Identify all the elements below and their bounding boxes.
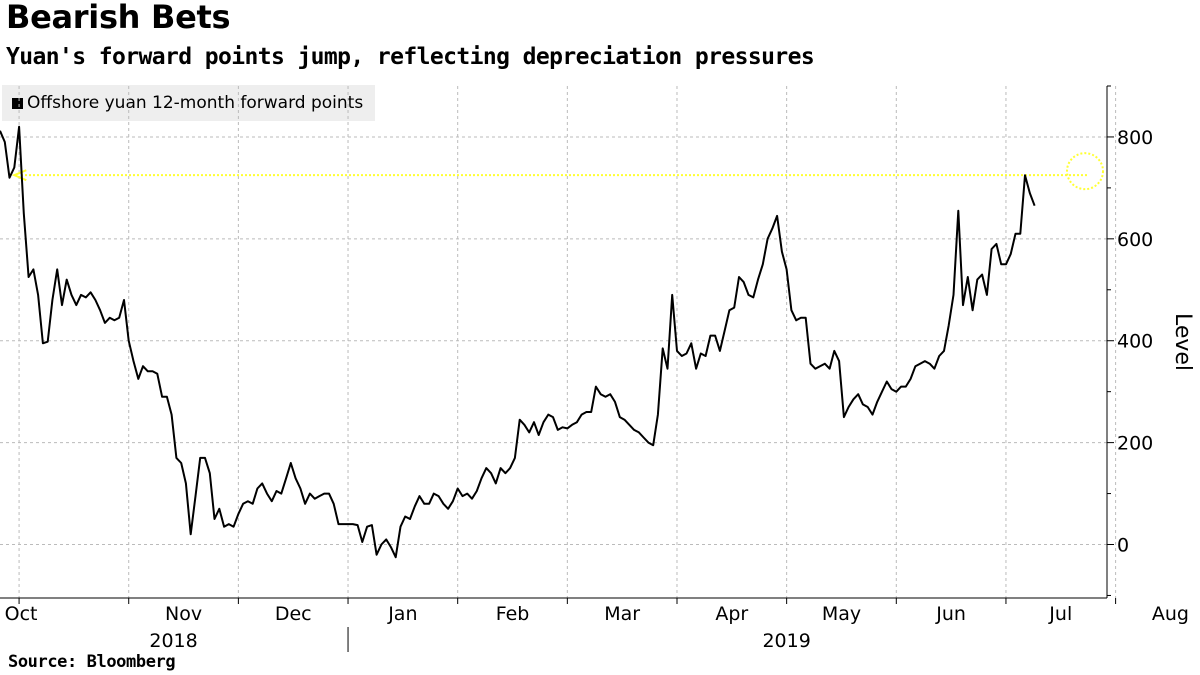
source-note: Source: Bloomberg xyxy=(8,652,176,672)
x-tick-label: Dec xyxy=(275,603,312,625)
annotation-circle xyxy=(1066,152,1104,191)
year-label: 2019 xyxy=(762,630,810,652)
x-tick-label: Aug xyxy=(1152,603,1189,625)
year-label: 2018 xyxy=(149,630,197,652)
series-layer xyxy=(0,125,1036,559)
legend-swatch xyxy=(12,97,23,109)
y-tick-label: 0 xyxy=(1117,535,1129,557)
axis-layer: 0 200 400 600 800 Oct Nov Dec Jan Feb Mar Apr May Jun… xyxy=(0,85,1195,652)
annotation-layer xyxy=(11,152,1104,191)
x-tick-label: Apr xyxy=(715,603,748,625)
y-tick-label: 400 xyxy=(1117,331,1153,353)
y-tick-label: 600 xyxy=(1117,229,1153,251)
x-tick-label: May xyxy=(822,603,861,625)
x-tick-label: Mar xyxy=(604,603,640,625)
chart-title: Bearish Bets xyxy=(6,0,231,36)
legend-label: Offshore yuan 12-month forward points xyxy=(27,93,364,113)
grid-layer xyxy=(0,86,1117,598)
x-tick-label: Oct xyxy=(5,603,38,625)
x-tick-label: Jun xyxy=(935,603,966,625)
y-tick-label: 200 xyxy=(1117,433,1153,455)
series-line xyxy=(0,125,1036,559)
x-tick-label: Feb xyxy=(496,603,530,625)
x-tick-label: Jan xyxy=(387,603,417,625)
x-tick-label: Nov xyxy=(165,603,202,625)
x-tick-label: Jul xyxy=(1048,603,1072,625)
chart-subtitle: Yuan's forward points jump, reflecting d… xyxy=(6,44,815,70)
y-tick-label: 800 xyxy=(1117,127,1153,149)
y-axis-title: Level xyxy=(1170,313,1195,371)
legend: Offshore yuan 12-month forward points xyxy=(2,85,376,121)
